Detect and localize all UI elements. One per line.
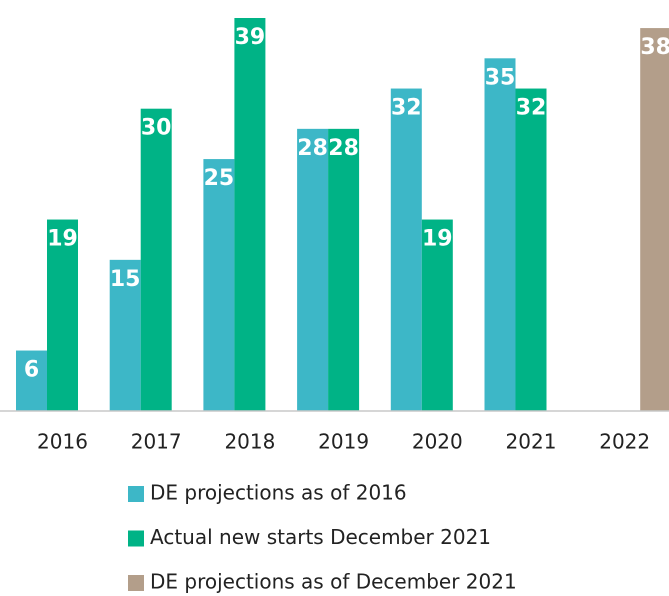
value-label: 32 [391, 96, 422, 121]
value-label: 32 [516, 96, 547, 121]
value-label: 19 [422, 227, 453, 252]
legend-swatch [128, 530, 144, 547]
x-tick-label: 2018 [224, 430, 275, 454]
bar [16, 350, 47, 411]
x-tick-label: 2020 [412, 430, 463, 454]
bar [484, 58, 516, 412]
bar [328, 128, 360, 411]
value-label: 6 [24, 358, 39, 383]
value-label: 19 [47, 227, 78, 252]
x-tick-label: 2017 [131, 430, 182, 454]
bar [109, 259, 141, 411]
legend-swatch [128, 486, 144, 502]
bar [203, 159, 235, 411]
legend-label: DE projections as of 2016 [150, 481, 407, 505]
value-label: 28 [297, 136, 328, 161]
bar [47, 219, 78, 411]
bar [515, 88, 547, 412]
x-tick-label: 2022 [599, 430, 650, 454]
legend-label: Actual new starts December 2021 [150, 525, 491, 549]
value-label: 30 [141, 116, 172, 141]
value-label: 25 [204, 166, 235, 191]
bar [390, 88, 422, 412]
x-tick-label: 2019 [318, 430, 369, 454]
value-label: 15 [110, 267, 141, 292]
value-label: 28 [328, 136, 359, 161]
legend-label: DE projections as of December 2021 [150, 570, 517, 594]
bar [421, 219, 453, 411]
value-label: 39 [235, 25, 266, 50]
x-tick-label: 2016 [37, 430, 88, 454]
x-tick-label: 2021 [506, 430, 557, 454]
bar [140, 108, 172, 411]
value-label: 38 [640, 35, 669, 60]
bar [297, 128, 329, 411]
bar [640, 28, 669, 411]
value-label: 35 [485, 65, 516, 90]
legend-swatch [128, 575, 144, 591]
bar [234, 18, 266, 411]
